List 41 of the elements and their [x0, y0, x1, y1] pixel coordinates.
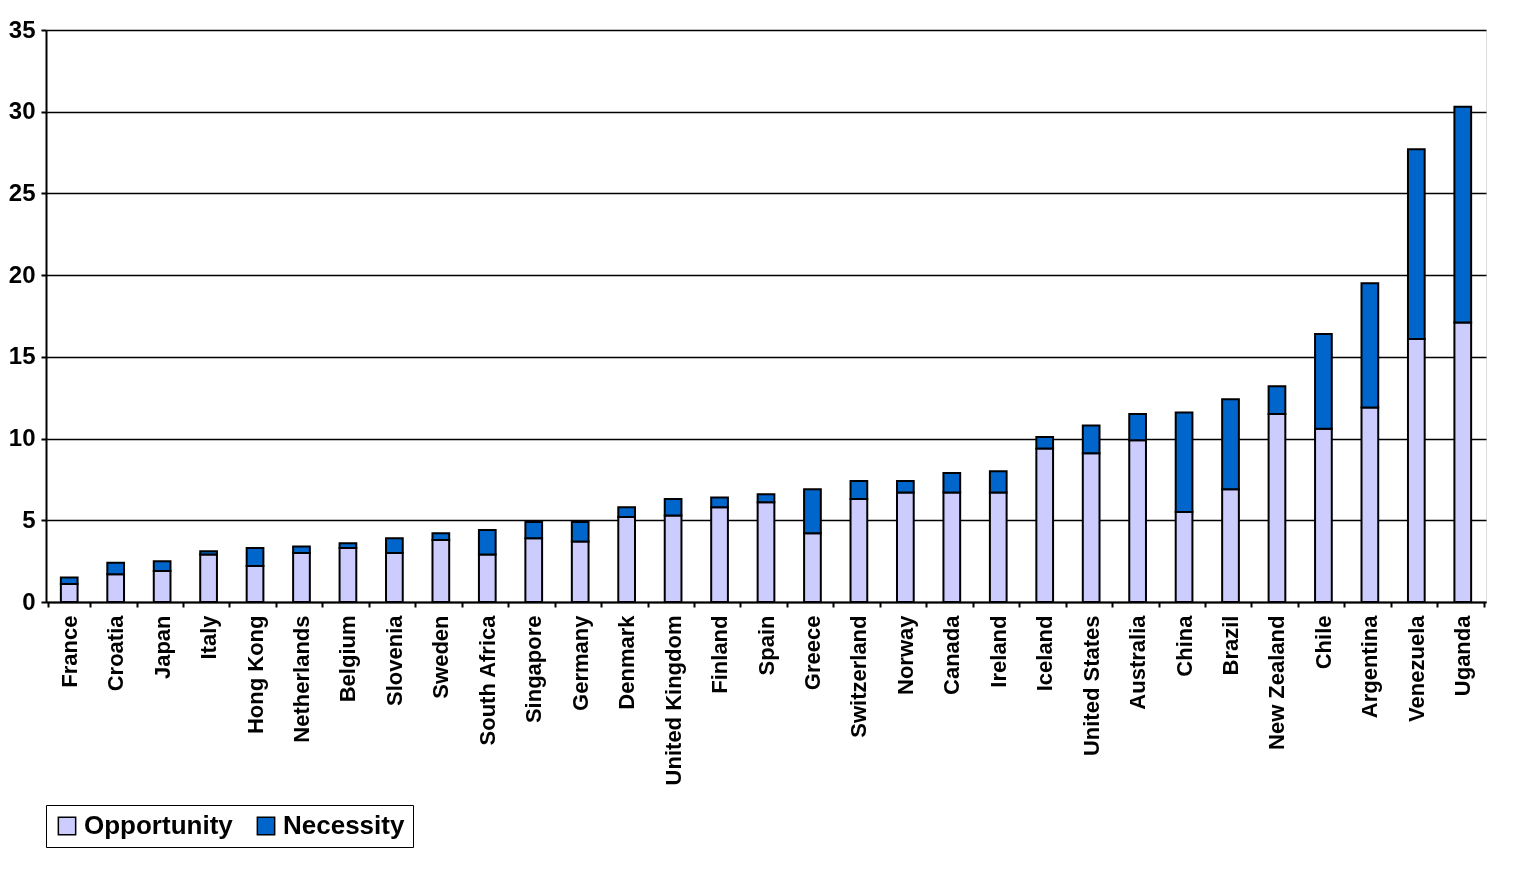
x-tick-label: Netherlands — [288, 615, 314, 743]
x-tick-label: Norway — [892, 614, 918, 695]
x-tick-label: New Zealand — [1264, 615, 1290, 750]
x-tick-label: Japan — [149, 615, 175, 680]
y-tick-label: 0 — [22, 587, 36, 615]
y-tick-label: 15 — [8, 342, 36, 370]
x-tick-label: United States — [1078, 615, 1104, 757]
x-tick-label: Australia — [1125, 614, 1151, 710]
x-tick-label: United Kingdom — [660, 615, 686, 786]
x-tick-label: Finland — [707, 615, 733, 694]
x-tick-label: Hong Kong — [242, 615, 268, 735]
x-tick-label: Venezuela — [1403, 614, 1429, 722]
y-tick-label: 25 — [8, 178, 36, 206]
x-tick-label: Slovenia — [381, 614, 407, 706]
x-tick-label: Switzerland — [846, 615, 872, 738]
x-tick-label: Canada — [939, 614, 965, 695]
x-tick-label: Sweden — [428, 615, 454, 699]
legend-label: Opportunity — [84, 810, 234, 840]
x-tick-label: Chile — [1310, 615, 1336, 670]
x-tick-label: Argentina — [1357, 614, 1383, 719]
x-tick-label: Denmark — [614, 614, 640, 710]
y-tick-label: 20 — [8, 260, 36, 288]
x-tick-label: Germany — [567, 614, 593, 711]
x-tick-label: Greece — [799, 615, 825, 691]
x-tick-label: Belgium — [335, 615, 361, 703]
x-tick-label: China — [1171, 614, 1197, 677]
x-tick-label: Italy — [196, 614, 222, 660]
x-tick-label: Brazil — [1218, 615, 1244, 676]
y-tick-label: 35 — [8, 15, 36, 43]
x-tick-label: Singapore — [521, 615, 547, 724]
legend-label: Necessity — [283, 810, 405, 840]
x-tick-label: Iceland — [1032, 615, 1058, 692]
x-tick-label: Croatia — [103, 614, 129, 692]
y-tick-label: 10 — [8, 424, 36, 452]
y-tick-label: 30 — [8, 97, 36, 125]
x-tick-label: Ireland — [985, 615, 1011, 688]
x-tick-label: South Africa — [474, 614, 500, 746]
y-tick-label: 5 — [22, 505, 36, 533]
x-tick-label: France — [56, 615, 82, 688]
x-tick-label: Spain — [753, 615, 779, 676]
x-tick-label: Uganda — [1450, 614, 1476, 697]
